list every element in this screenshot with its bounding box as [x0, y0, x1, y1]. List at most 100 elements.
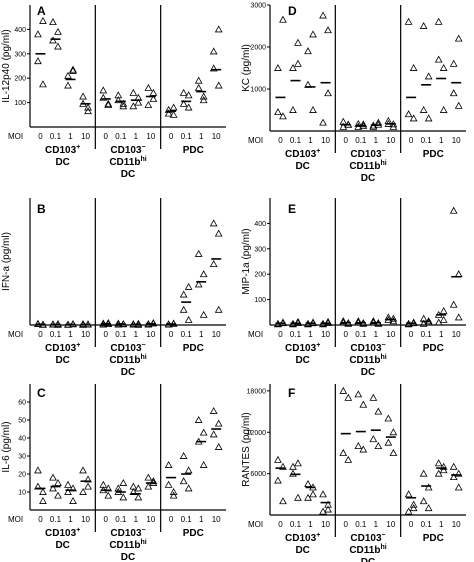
data-point	[209, 260, 218, 267]
data-point	[384, 438, 393, 446]
data-point	[324, 505, 332, 513]
data-point	[49, 484, 57, 492]
data-point	[209, 47, 218, 55]
group-label-sup1: −	[382, 342, 386, 349]
data-point	[199, 270, 208, 278]
group-label-line1: PDC	[183, 343, 204, 354]
group-label: CD103+DC	[285, 342, 320, 366]
data-point	[424, 504, 433, 512]
y-tick-label: 18000	[247, 388, 267, 395]
data-point	[274, 108, 282, 116]
data-point	[214, 229, 223, 237]
data-point	[54, 491, 62, 499]
moi-label: MOI	[248, 330, 263, 339]
moi-level: 0	[169, 515, 174, 524]
data-point	[294, 317, 302, 325]
data-point	[69, 496, 77, 504]
moi-level: 10	[321, 520, 330, 529]
moi-level: 0.1	[355, 136, 367, 145]
moi-level: 10	[452, 330, 461, 339]
moi-level: 0	[169, 132, 174, 141]
group-label-sup1: +	[316, 148, 320, 155]
panel-letter: D	[288, 4, 297, 18]
group-label-line1: CD103+	[285, 148, 320, 160]
group-label: CD103+DC	[285, 532, 320, 556]
data-point	[119, 102, 128, 110]
group-label-line2: CD11bhi	[109, 354, 146, 366]
y-tick-label: 20	[18, 472, 26, 479]
data-point	[194, 76, 203, 84]
data-point	[34, 30, 42, 38]
moi-level: 1	[439, 520, 444, 529]
data-point	[279, 462, 287, 470]
moi-level: 0.1	[181, 515, 193, 524]
group-label-line2: CD11bhi	[109, 156, 146, 168]
moi-level: 0.1	[181, 132, 193, 141]
y-tick-label: 200	[254, 272, 266, 279]
data-point	[294, 38, 302, 46]
data-point	[184, 466, 193, 474]
data-point	[424, 483, 433, 491]
data-point	[209, 430, 218, 438]
group-label: CD103+DC	[45, 342, 80, 366]
data-point	[319, 490, 327, 498]
group-label-sup1: −	[382, 148, 386, 155]
data-point	[64, 81, 72, 89]
data-point	[449, 462, 458, 470]
group-label-line2: DC	[295, 355, 309, 366]
group-label-line1: CD103+	[45, 342, 80, 354]
data-point	[169, 110, 178, 118]
moi-label: MOI	[8, 330, 23, 339]
data-point	[79, 487, 87, 495]
moi-level: 0.1	[115, 515, 127, 524]
data-point	[439, 63, 448, 71]
moi-level: 0	[104, 132, 109, 141]
group-label: PDC	[183, 145, 204, 156]
data-point	[144, 473, 153, 481]
data-point	[69, 66, 77, 74]
data-point	[69, 65, 77, 73]
data-point	[424, 72, 433, 80]
data-point	[194, 415, 203, 423]
data-point	[279, 112, 287, 120]
group-label-sup1: +	[76, 527, 80, 534]
data-point	[84, 103, 92, 111]
moi-level: 1	[308, 136, 313, 145]
moi-level: 1	[308, 520, 313, 529]
moi-level: 0	[38, 132, 43, 141]
data-point	[114, 319, 123, 327]
data-point	[144, 101, 153, 108]
moi-level: 10	[212, 132, 221, 141]
data-point	[354, 442, 363, 450]
data-point	[454, 101, 463, 109]
data-point	[359, 400, 368, 408]
data-point	[39, 487, 47, 495]
data-point	[39, 496, 47, 504]
group-label-line2: CD11bhi	[349, 354, 386, 366]
data-point	[289, 105, 297, 113]
data-point	[294, 459, 302, 467]
data-point	[354, 119, 363, 127]
group-label-sup1: −	[142, 342, 146, 349]
data-point	[54, 42, 62, 50]
group-label-line1: CD103−	[350, 342, 385, 354]
data-point	[454, 483, 463, 491]
data-point	[449, 206, 458, 214]
group-label-line1: PDC	[423, 149, 444, 160]
group-label-line3: DC	[361, 557, 375, 562]
moi-level: 0	[169, 330, 174, 339]
data-point	[369, 393, 378, 401]
data-point	[134, 493, 143, 501]
data-point	[319, 118, 327, 126]
data-point	[179, 290, 188, 298]
moi-level: 10	[81, 330, 90, 339]
data-point	[179, 88, 188, 96]
data-point	[439, 315, 448, 323]
moi-level: 1	[199, 132, 204, 141]
data-point	[369, 435, 378, 443]
moi-level: 0.1	[421, 330, 433, 339]
data-point	[404, 17, 413, 25]
